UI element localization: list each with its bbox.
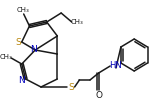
Text: HN: HN — [109, 61, 122, 70]
Text: N: N — [30, 45, 37, 53]
Text: CH₃: CH₃ — [0, 54, 13, 60]
Text: CH₃: CH₃ — [16, 7, 29, 13]
Text: CH₃: CH₃ — [71, 19, 84, 25]
Text: S: S — [68, 82, 74, 92]
Text: O: O — [95, 91, 102, 100]
Text: S: S — [15, 38, 21, 47]
Text: N: N — [18, 75, 25, 84]
